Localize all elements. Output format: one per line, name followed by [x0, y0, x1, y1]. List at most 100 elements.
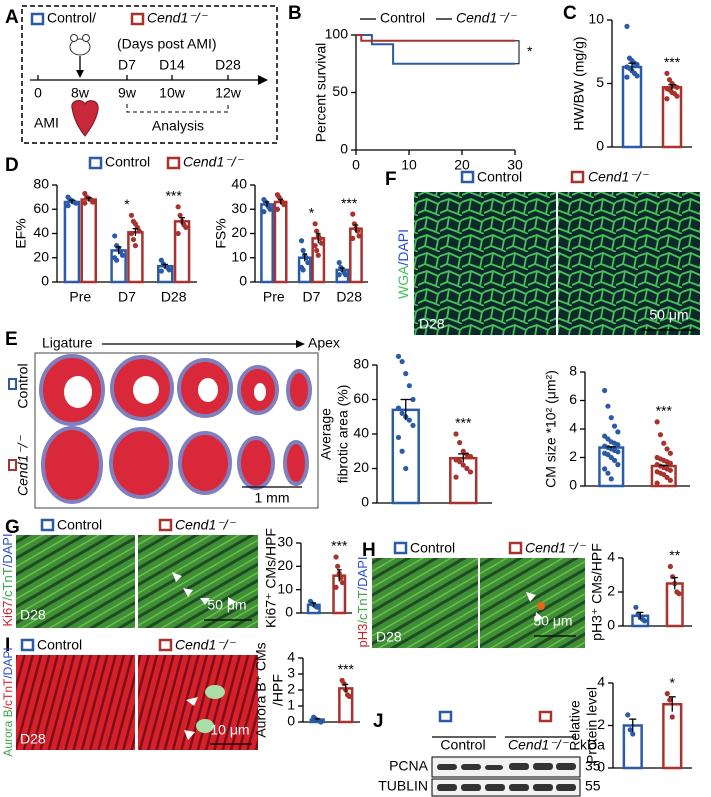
x-tick-label: 10: [401, 157, 417, 173]
data-point: [175, 204, 181, 210]
y-tick-label: 20: [353, 459, 369, 475]
data-point: [664, 446, 670, 452]
y-axis-label: Ki67⁺ CMs/HPF: [263, 528, 279, 628]
row-label: Cend1⁻/⁻: [15, 434, 31, 496]
data-point: [119, 252, 126, 258]
data-point: [112, 233, 118, 239]
data-point: [664, 70, 670, 76]
y-tick-label: 0: [239, 273, 247, 289]
bar: [665, 582, 684, 628]
data-point: [312, 243, 318, 249]
micrograph: [372, 558, 478, 648]
data-point: [128, 230, 135, 237]
significance: ***: [664, 54, 681, 70]
bar: [260, 203, 274, 284]
data-point: [350, 235, 356, 241]
section: [109, 427, 173, 499]
section: [178, 431, 232, 495]
timeline-label: 12w: [215, 85, 242, 101]
stain: WGA: [395, 265, 411, 299]
data-point: [664, 96, 670, 102]
data-point: [630, 731, 636, 737]
data-point: [90, 199, 96, 205]
legend-label: Control: [380, 10, 425, 26]
y-tick-label: 60: [353, 390, 369, 406]
data-point: [136, 228, 142, 234]
arrowhead: [535, 612, 543, 622]
data-point: [261, 209, 267, 215]
data-point: [624, 74, 630, 80]
data-point: [315, 252, 321, 258]
data-point: [300, 267, 306, 273]
lumens: [64, 376, 266, 408]
survival-line: [356, 34, 515, 42]
data-point: [314, 228, 320, 234]
y-axis-label: Percent survival: [313, 43, 329, 143]
data-point: [336, 260, 342, 266]
analysis-label: Analysis: [152, 118, 204, 134]
data-point: [674, 93, 680, 99]
group-label: Control: [440, 737, 485, 753]
data-point: [130, 236, 137, 243]
mouse-icon: [69, 34, 91, 56]
panel-label: D: [5, 155, 19, 176]
row-swatch: [8, 459, 17, 471]
legend-label: Control/: [47, 10, 96, 26]
data-point: [666, 77, 673, 83]
stain: /DAPI: [1, 647, 15, 678]
data-point: [654, 480, 660, 486]
y-axis-label: /HPF: [270, 674, 286, 706]
data-point: [674, 84, 680, 90]
band: [509, 763, 529, 770]
band: [461, 784, 481, 791]
blot: [431, 778, 581, 797]
stain-label: WGA/DAPI: [395, 229, 411, 299]
data-point: [602, 466, 608, 472]
data-point: [314, 604, 320, 610]
data-point: [403, 465, 409, 472]
x-tick-label: D28: [336, 289, 362, 305]
data-point: [335, 563, 341, 569]
stain: /cTnT: [1, 678, 15, 709]
data-point: [410, 396, 416, 403]
mouse-body: [69, 38, 91, 56]
y-tick-label: 30: [231, 200, 247, 216]
data-point: [318, 240, 325, 246]
y-tick-label: 50: [332, 83, 348, 99]
data-point: [464, 465, 470, 472]
data-point: [611, 423, 618, 429]
stain: Ki67: [0, 601, 15, 627]
y-tick-label: 40: [33, 224, 49, 240]
legend-label: Control: [410, 540, 455, 556]
micrograph: [138, 535, 258, 628]
y-tick-label: 20: [231, 224, 247, 240]
data-point: [633, 604, 639, 610]
day-label: D28: [215, 57, 241, 73]
data-point: [664, 691, 670, 697]
day-label: D14: [159, 57, 185, 73]
y-tick-label: 2: [569, 448, 577, 464]
data-point: [605, 470, 611, 476]
data-point: [82, 200, 88, 206]
data-point: [305, 260, 311, 266]
y-tick-label: 3: [287, 665, 295, 681]
day-label: D7: [118, 57, 136, 73]
data-point: [627, 727, 633, 733]
legend-swatch: [40, 518, 55, 532]
analysis-bracket: [126, 104, 229, 113]
data-point: [641, 618, 648, 624]
stain-label: Aurora B/cTnT/DAPI: [1, 647, 15, 756]
significance: ***: [341, 195, 358, 211]
mouse-ear: [82, 34, 90, 42]
legend-swatch: [460, 170, 475, 184]
data-point: [395, 434, 402, 441]
y-tick-label: 4: [607, 549, 615, 565]
significance: ***: [331, 538, 348, 554]
data-point: [267, 206, 273, 212]
legend-swatch: [438, 710, 453, 723]
legend-swatch: [158, 518, 173, 532]
scale-label: 1 mm: [255, 490, 290, 506]
arrowhead: [200, 598, 210, 605]
y-axis-label: FS%: [213, 218, 229, 248]
y-tick-label: 0: [596, 138, 604, 154]
